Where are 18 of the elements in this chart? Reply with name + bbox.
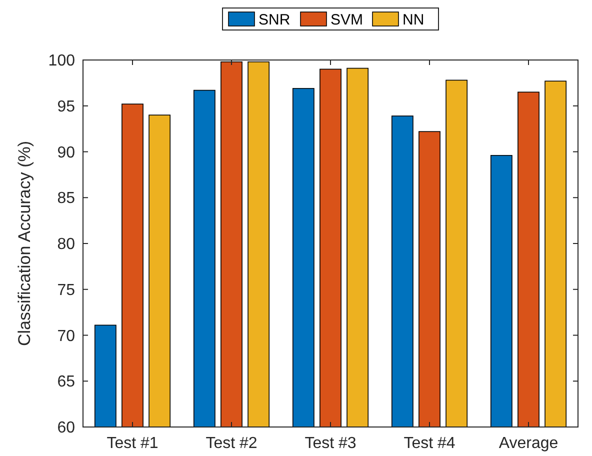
y-axis-title: Classification Accuracy (%): [15, 140, 34, 346]
y-tick-label: 95: [57, 98, 76, 116]
x-tick-label: Test #1: [106, 435, 158, 452]
legend-label: NN: [402, 11, 424, 28]
x-tick-label: Test #3: [304, 435, 356, 452]
y-tick-label: 75: [57, 282, 76, 299]
x-tick-label: Test #4: [404, 435, 456, 452]
y-tick-label: 80: [57, 236, 76, 254]
y-tick-label: 100: [48, 52, 76, 70]
y-tick-label: 60: [57, 420, 76, 437]
y-tick-label: 70: [57, 328, 76, 345]
y-tick-label: 65: [57, 374, 76, 391]
legend-label: SVM: [330, 11, 364, 28]
x-tick-label: Test #2: [206, 435, 258, 452]
legend-label: SNR: [258, 11, 290, 28]
y-tick-label: 85: [57, 190, 76, 208]
y-tick-label: 90: [57, 144, 76, 162]
x-tick-label: Average: [498, 435, 558, 452]
